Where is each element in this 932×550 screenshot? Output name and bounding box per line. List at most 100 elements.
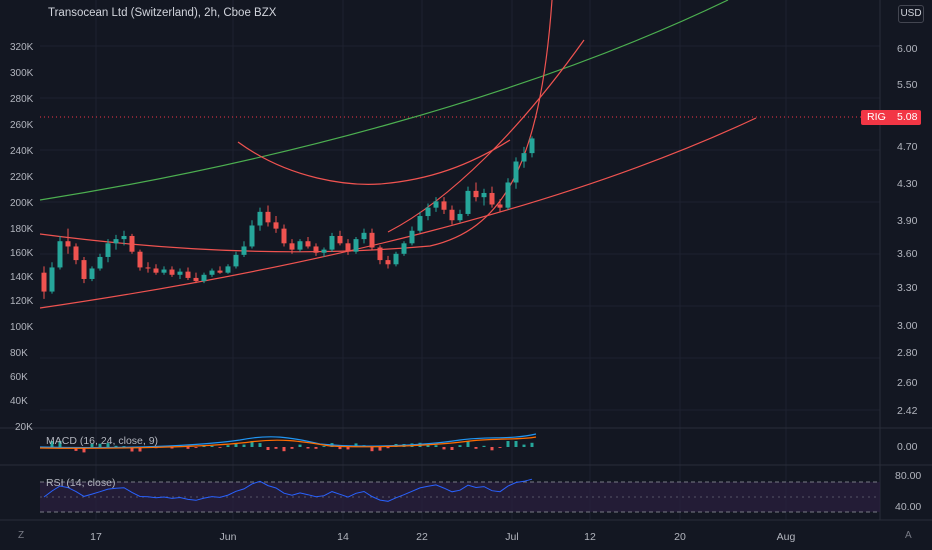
rsi-label[interactable]: RSI (14, close) [46, 477, 116, 489]
macd-line [39, 433, 537, 449]
candle-body [353, 239, 359, 252]
macd-histogram-bar [138, 447, 142, 452]
left-tick: 300K [10, 68, 34, 79]
macd-histogram-bar [522, 444, 526, 447]
macd-histogram-bar [114, 445, 118, 447]
auto-scale-button[interactable]: A [905, 530, 912, 541]
candle-body [401, 243, 407, 254]
zoom-button[interactable]: Z [18, 530, 25, 541]
macd-label[interactable]: MACD (16, 24, close, 9) [46, 435, 159, 447]
candle-body [281, 228, 287, 244]
candle-body [137, 251, 143, 268]
macd-histogram-bar [346, 447, 350, 450]
rsi-pane[interactable] [40, 478, 880, 513]
lower-red-trend-curve[interactable] [39, 117, 757, 309]
candle-body [457, 213, 463, 221]
left-tick: 80K [10, 348, 28, 359]
price-tag-symbol: RIG [867, 111, 886, 123]
rsi-scale-tick: 80.00 [895, 470, 921, 482]
macd-histogram-bar [258, 443, 262, 447]
price-tick: 2.80 [897, 347, 918, 359]
macd-histogram-bar [194, 447, 198, 448]
candle-body [473, 190, 479, 198]
candle-body [49, 267, 55, 292]
candle-body [417, 216, 423, 231]
candle-body [521, 153, 527, 162]
left-tick: 160K [10, 248, 34, 259]
macd-histogram-bar [306, 447, 310, 449]
candle-body [225, 266, 231, 273]
candle-body [441, 201, 447, 210]
macd-histogram-bar [130, 447, 134, 452]
candle-body [89, 268, 95, 279]
time-tick: 17 [90, 531, 102, 543]
upper-green-trend-curve[interactable] [39, 0, 729, 201]
candle-body [113, 239, 119, 244]
macd-histogram-bar [106, 443, 110, 447]
candle-body [393, 253, 399, 265]
left-tick: 20K [15, 422, 33, 433]
macd-histogram-bar [458, 445, 462, 447]
candle-body [337, 235, 343, 244]
macd-pane[interactable] [39, 433, 537, 453]
macd-histogram-bar [298, 444, 302, 447]
macd-histogram-bar [170, 447, 174, 449]
time-tick: 20 [674, 531, 686, 543]
candle-body [385, 260, 391, 265]
cup-curve[interactable] [39, 0, 553, 253]
left-tick: 260K [10, 120, 34, 131]
macd-histogram-bar [50, 441, 54, 447]
candle-body [73, 246, 79, 261]
candle-body [153, 268, 159, 273]
macd-histogram-bar [242, 444, 246, 447]
candle-body [481, 192, 487, 198]
inner-arc-curve[interactable] [387, 39, 585, 233]
time-tick: Aug [777, 531, 796, 543]
rsi-line [43, 478, 533, 502]
left-scale[interactable]: 320K 300K 280K 260K 240K 220K 200K 180K … [10, 42, 34, 433]
candle-body [57, 241, 63, 268]
left-tick: 320K [10, 42, 34, 53]
price-tick: 3.30 [897, 282, 918, 294]
macd-signal-line [39, 436, 537, 449]
candle-body [177, 271, 183, 275]
candle-body [361, 232, 367, 240]
candle-body [513, 161, 519, 183]
left-tick: 140K [10, 272, 34, 283]
macd-scale-tick: 0.00 [897, 441, 918, 453]
candle-body [313, 246, 319, 253]
candle-body [329, 235, 335, 250]
last-price-tag: RIG · 5.08 [861, 110, 921, 125]
price-tag-separator: · [883, 111, 887, 123]
macd-histogram-bar [442, 447, 446, 450]
macd-histogram-bar [186, 447, 190, 449]
macd-histogram-bar [434, 445, 438, 447]
price-tick: 5.50 [897, 79, 918, 91]
handle-curve[interactable] [237, 139, 511, 185]
time-axis[interactable]: 17 Jun 14 22 Jul 12 20 Aug [90, 531, 795, 543]
macd-histogram-bar [466, 441, 470, 447]
candle-body [433, 201, 439, 208]
price-tick: 4.70 [897, 141, 918, 153]
candlestick-series[interactable] [41, 136, 535, 299]
price-tick: 3.00 [897, 320, 918, 332]
chart-title[interactable]: Transocean Ltd (Switzerland), 2h, Cboe B… [48, 7, 277, 19]
price-tick: 2.42 [897, 405, 918, 417]
candle-body [65, 241, 71, 247]
candle-body [289, 243, 295, 250]
price-scale[interactable]: 6.00 5.50 4.70 4.30 3.90 3.60 3.30 3.00 … [895, 43, 921, 513]
macd-histogram-bar [290, 447, 294, 449]
candle-body [217, 270, 223, 273]
left-tick: 60K [10, 372, 28, 383]
macd-histogram-bar [506, 441, 510, 447]
candle-body [201, 274, 207, 282]
currency-button[interactable]: USD [898, 5, 924, 23]
candle-body [321, 249, 327, 253]
macd-histogram-bar [234, 443, 238, 447]
candle-body [273, 222, 279, 229]
candle-body [193, 277, 199, 282]
rsi-scale-tick: 40.00 [895, 501, 921, 513]
macd-histogram-bar [474, 447, 478, 449]
candle-body [377, 247, 383, 261]
